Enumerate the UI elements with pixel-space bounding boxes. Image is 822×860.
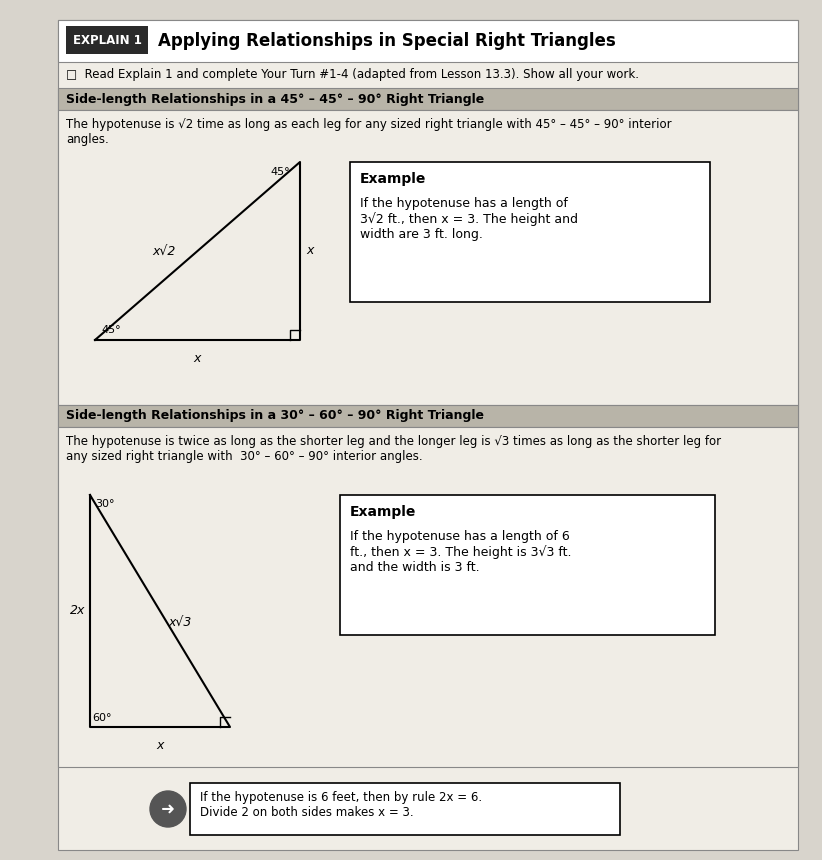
Text: □  Read Explain 1 and complete Your Turn #1-4 (adapted from Lesson 13.3). Show a: □ Read Explain 1 and complete Your Turn … (66, 68, 639, 81)
Bar (350, 162, 710, 302)
Bar (58, 20, 798, 62)
Bar (58, 427, 798, 767)
Bar (190, 783, 620, 835)
Text: If the hypotenuse is 6 feet, then by rule 2x = 6.
Divide 2 on both sides makes x: If the hypotenuse is 6 feet, then by rul… (200, 791, 483, 819)
Text: 45°: 45° (101, 325, 121, 335)
Bar (58, 405, 798, 427)
Text: If the hypotenuse has a length of 6
ft., then x = 3. The height is 3√3 ft.
and t: If the hypotenuse has a length of 6 ft.,… (350, 530, 571, 574)
Circle shape (150, 791, 186, 827)
Text: 2x: 2x (70, 605, 85, 617)
Bar (58, 110, 798, 405)
Text: EXPLAIN 1: EXPLAIN 1 (72, 34, 141, 46)
Text: Example: Example (360, 172, 427, 186)
Text: Applying Relationships in Special Right Triangles: Applying Relationships in Special Right … (158, 32, 616, 50)
Text: 60°: 60° (92, 713, 112, 723)
Bar (58, 88, 798, 110)
Bar (66, 26, 148, 54)
Text: If the hypotenuse has a length of
3√2 ft., then x = 3. The height and
width are : If the hypotenuse has a length of 3√2 ft… (360, 197, 578, 241)
Text: 30°: 30° (95, 499, 114, 509)
Text: 45°: 45° (270, 167, 289, 177)
Text: ➜: ➜ (161, 800, 175, 818)
Text: x: x (194, 352, 201, 365)
Bar (340, 495, 715, 635)
Text: Side-length Relationships in a 45° – 45° – 90° Right Triangle: Side-length Relationships in a 45° – 45°… (66, 93, 484, 106)
Text: x√3: x√3 (168, 616, 192, 629)
Text: x√2: x√2 (152, 244, 176, 257)
Text: x: x (306, 244, 313, 257)
Text: The hypotenuse is twice as long as the shorter leg and the longer leg is √3 time: The hypotenuse is twice as long as the s… (66, 435, 721, 463)
Text: Side-length Relationships in a 30° – 60° – 90° Right Triangle: Side-length Relationships in a 30° – 60°… (66, 409, 484, 422)
Text: x: x (156, 739, 164, 752)
Text: Example: Example (350, 505, 417, 519)
Text: The hypotenuse is √2 time as long as each leg for any sized right triangle with : The hypotenuse is √2 time as long as eac… (66, 118, 672, 146)
